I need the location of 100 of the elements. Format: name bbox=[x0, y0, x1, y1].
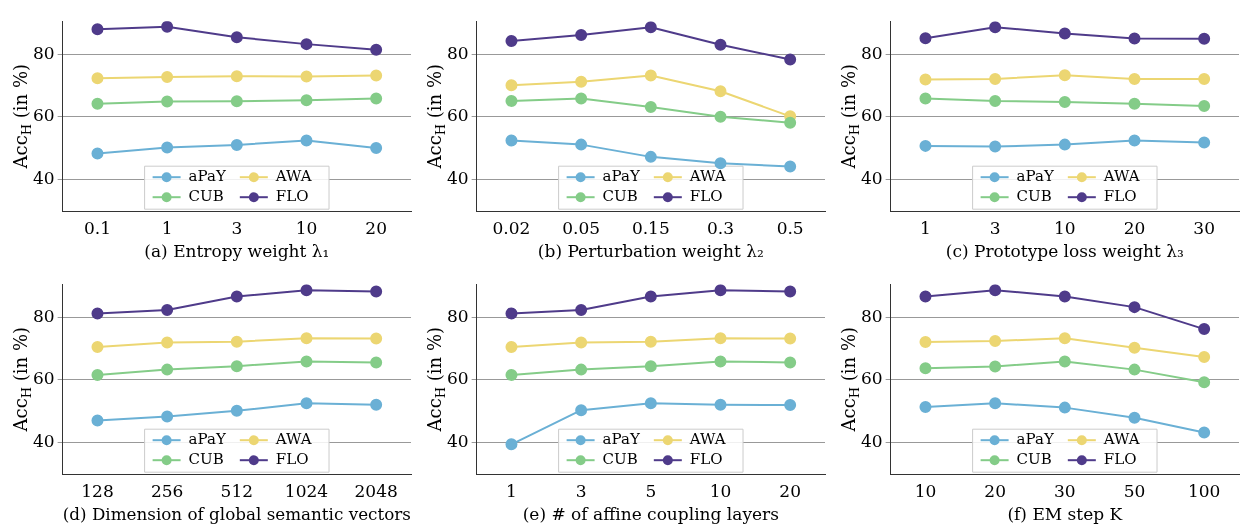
point bbox=[161, 21, 174, 33]
x-axis-title: (f) EM step K bbox=[1007, 504, 1123, 525]
point bbox=[1198, 426, 1211, 439]
point bbox=[989, 72, 1002, 85]
point bbox=[505, 34, 518, 47]
x-tick-label: 0.15 bbox=[631, 217, 670, 238]
point bbox=[370, 69, 383, 82]
point bbox=[230, 404, 243, 417]
y-tick-label: 40 bbox=[860, 431, 883, 452]
point bbox=[644, 360, 657, 373]
legend-label: aPaY bbox=[1016, 430, 1055, 449]
x-tick-label: 128 bbox=[81, 480, 114, 501]
y-tick-label: 80 bbox=[446, 305, 469, 326]
y-tick-label: 40 bbox=[446, 168, 469, 189]
x-axis-title: (e) # of affine coupling layers bbox=[522, 504, 779, 525]
x-tick-label: 30 bbox=[1193, 217, 1215, 238]
point bbox=[161, 95, 174, 108]
point bbox=[1058, 401, 1071, 414]
legend-label: aPaY bbox=[188, 167, 227, 186]
point bbox=[161, 363, 174, 376]
legend-label: FLO bbox=[689, 187, 723, 206]
x-tick-label: 20 bbox=[779, 480, 801, 501]
y-tick-label: 80 bbox=[860, 42, 883, 63]
point bbox=[1128, 411, 1141, 424]
x-tick-label: 1 bbox=[506, 480, 517, 501]
point bbox=[919, 32, 932, 45]
legend-label: CUB bbox=[1016, 450, 1052, 469]
point bbox=[1058, 332, 1071, 345]
legend-label: aPaY bbox=[1016, 167, 1055, 186]
point bbox=[644, 100, 657, 113]
legend-label: CUB bbox=[188, 450, 224, 469]
x-tick-label: 3 bbox=[989, 217, 1001, 238]
point bbox=[575, 75, 588, 88]
point bbox=[1058, 138, 1071, 151]
point bbox=[300, 397, 313, 410]
point bbox=[644, 290, 657, 303]
y-tick-label: 40 bbox=[860, 168, 883, 189]
point bbox=[161, 336, 174, 349]
x-tick-label: 2048 bbox=[354, 480, 398, 501]
point bbox=[575, 336, 588, 349]
y-axis-title: AccH (in %) bbox=[9, 326, 34, 433]
point bbox=[784, 356, 797, 369]
point bbox=[644, 150, 657, 163]
point bbox=[989, 284, 1002, 297]
legend-label: aPaY bbox=[602, 430, 641, 449]
point bbox=[1198, 136, 1211, 149]
point bbox=[300, 355, 313, 368]
legend-label: AWA bbox=[274, 167, 312, 186]
point bbox=[644, 69, 657, 82]
y-tick-label: 60 bbox=[32, 105, 55, 126]
legend-label: AWA bbox=[1102, 430, 1140, 449]
point bbox=[989, 360, 1002, 373]
point bbox=[1058, 27, 1071, 40]
point bbox=[161, 410, 174, 423]
point bbox=[505, 134, 518, 147]
x-tick-label: 5 bbox=[645, 480, 657, 501]
point bbox=[505, 438, 518, 451]
point bbox=[370, 356, 383, 369]
x-tick-label: 30 bbox=[1054, 480, 1076, 501]
point bbox=[919, 335, 932, 348]
x-tick-label: 3 bbox=[575, 480, 587, 501]
legend-label: FLO bbox=[689, 450, 723, 469]
point bbox=[784, 160, 797, 173]
point bbox=[919, 92, 932, 105]
point bbox=[91, 23, 104, 36]
y-tick-label: 60 bbox=[446, 368, 469, 389]
x-axis-title: (a) Entropy weight λ₁ bbox=[144, 241, 330, 262]
point bbox=[91, 147, 104, 160]
x-axis-title: (d) Dimension of global semantic vectors bbox=[62, 504, 411, 525]
legend-label: FLO bbox=[1103, 450, 1137, 469]
point bbox=[230, 31, 243, 44]
point bbox=[505, 94, 518, 107]
point bbox=[714, 332, 727, 345]
x-tick-label: 0.02 bbox=[492, 217, 531, 238]
point bbox=[91, 72, 104, 85]
point bbox=[91, 368, 104, 381]
point bbox=[1058, 290, 1071, 303]
legend-label: FLO bbox=[1103, 187, 1137, 206]
point bbox=[1198, 351, 1211, 364]
x-tick-label: 1 bbox=[920, 217, 931, 238]
point bbox=[919, 290, 932, 303]
point bbox=[714, 38, 727, 51]
x-tick-label: 20 bbox=[1123, 217, 1146, 238]
point bbox=[714, 85, 727, 98]
point bbox=[989, 397, 1002, 410]
point bbox=[505, 79, 518, 92]
y-axis-title: AccH (in %) bbox=[837, 63, 862, 170]
point bbox=[1198, 323, 1211, 336]
point bbox=[91, 307, 104, 320]
point bbox=[505, 368, 518, 381]
x-tick-label: 20 bbox=[365, 217, 387, 238]
point bbox=[370, 92, 383, 105]
y-tick-label: 80 bbox=[32, 42, 55, 63]
legend-label: CUB bbox=[602, 187, 638, 206]
point bbox=[575, 404, 588, 417]
point bbox=[1128, 72, 1141, 85]
y-axis-title: AccH (in %) bbox=[837, 326, 862, 433]
x-tick-label: 0.05 bbox=[562, 217, 601, 238]
legend-label: AWA bbox=[274, 430, 312, 449]
point bbox=[230, 290, 243, 303]
